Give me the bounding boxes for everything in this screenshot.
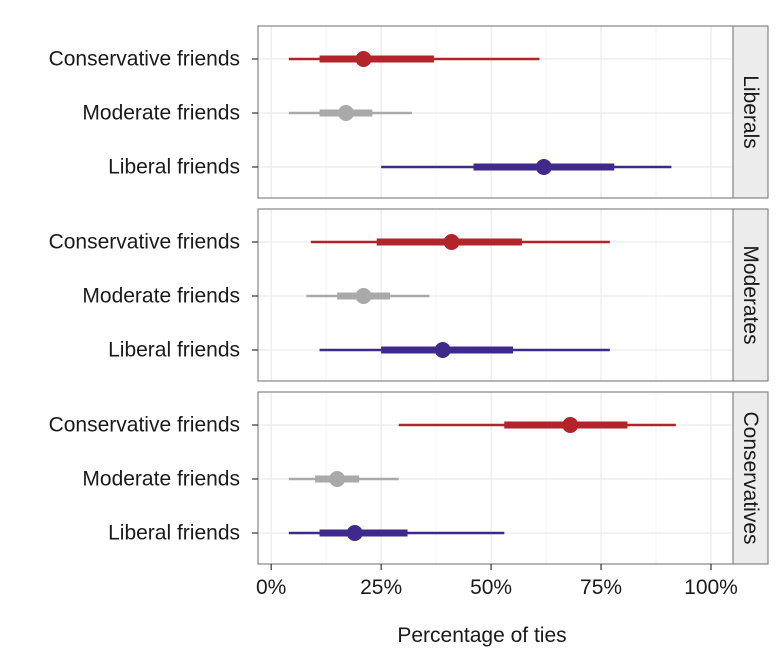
- point-estimate: [346, 525, 363, 541]
- row-liberal-friends: Liberal friends: [108, 339, 610, 362]
- x-axis-title: Percentage of ties: [397, 624, 566, 647]
- strip-label: Liberals: [739, 75, 762, 149]
- x-tick-label: 75%: [580, 576, 622, 599]
- category-label: Moderate friends: [82, 285, 240, 308]
- strip-label: Conservatives: [739, 411, 762, 544]
- panel-conservatives: Conservatives Conservative friends Moderat…: [49, 391, 769, 565]
- x-tick-label: 50%: [470, 576, 512, 599]
- category-label: Liberal friends: [108, 339, 240, 362]
- category-label: Conservative friends: [49, 414, 240, 437]
- strip-background: [732, 25, 769, 199]
- point-estimate: [434, 342, 451, 358]
- category-label: Conservative friends: [49, 231, 240, 254]
- category-label: Moderate friends: [82, 468, 240, 491]
- point-estimate: [355, 51, 372, 67]
- category-label: Liberal friends: [108, 156, 240, 179]
- point-estimate: [355, 288, 372, 304]
- panel-liberals: Liberals Conservative friends Moderate fri…: [49, 25, 769, 199]
- strip-background: [732, 391, 769, 565]
- row-conservative-friends: Conservative friends: [49, 414, 676, 437]
- row-moderate-friends: Moderate friends: [82, 102, 412, 125]
- strip-label: Moderates: [739, 245, 762, 344]
- point-estimate: [337, 105, 354, 121]
- point-estimate: [443, 234, 460, 250]
- x-tick-label: 0%: [256, 576, 286, 599]
- x-axis: 0% 25% 50% 75% 100%: [256, 564, 738, 599]
- point-estimate: [562, 417, 579, 433]
- point-estimate: [329, 471, 346, 487]
- x-tick-label: 25%: [360, 576, 402, 599]
- panels-layer: Liberals Conservative friends Moderate fri…: [49, 25, 769, 565]
- point-estimate: [535, 159, 552, 175]
- row-liberal-friends: Liberal friends: [108, 156, 672, 179]
- x-tick-label: 100%: [684, 576, 738, 599]
- row-conservative-friends: Conservative friends: [49, 48, 540, 71]
- category-label: Liberal friends: [108, 522, 240, 545]
- category-label: Moderate friends: [82, 102, 240, 125]
- row-moderate-friends: Moderate friends: [82, 468, 399, 491]
- row-liberal-friends: Liberal friends: [108, 522, 505, 545]
- row-moderate-friends: Moderate friends: [82, 285, 430, 308]
- panel-moderates: Moderates Conservative friends Moderate fr…: [49, 208, 769, 382]
- row-conservative-friends: Conservative friends: [49, 231, 610, 254]
- category-label: Conservative friends: [49, 48, 240, 71]
- strip-background: [732, 208, 769, 382]
